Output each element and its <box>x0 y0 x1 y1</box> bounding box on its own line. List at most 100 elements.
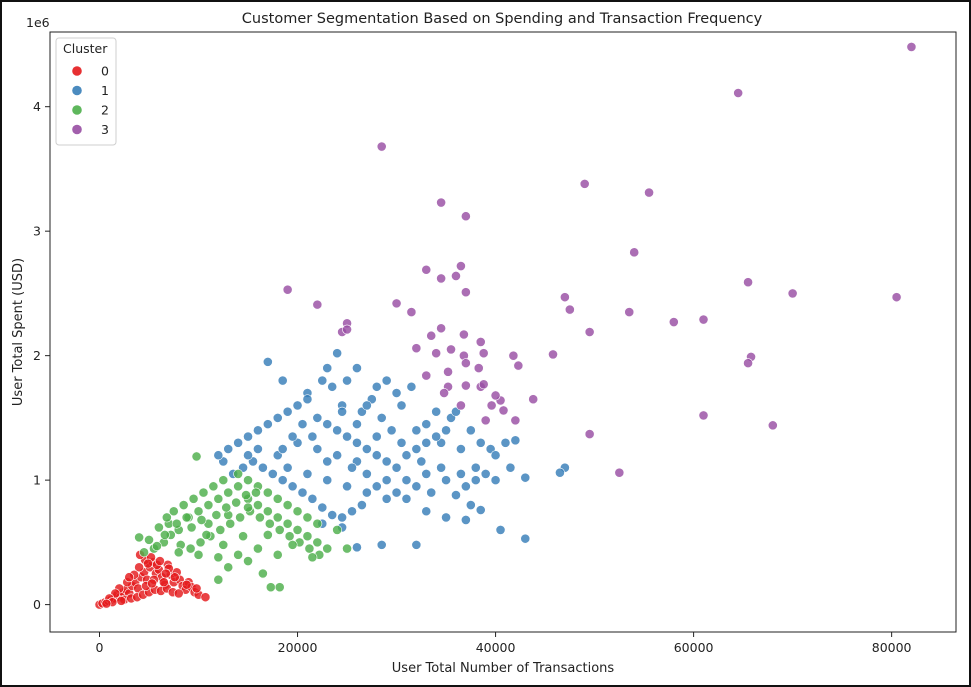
point-cluster-1-122 <box>352 419 362 430</box>
point-cluster-3-17 <box>282 284 293 295</box>
point-cluster-3-11 <box>436 273 447 284</box>
point-cluster-0-69 <box>160 568 171 579</box>
point-cluster-1-111 <box>555 467 565 478</box>
point-cluster-3-15 <box>787 288 798 299</box>
point-cluster-3-36 <box>478 348 489 359</box>
point-cluster-2-75 <box>257 568 268 579</box>
point-cluster-2-59 <box>233 549 244 560</box>
point-cluster-2-77 <box>218 539 229 550</box>
point-cluster-3-16 <box>891 292 902 303</box>
point-cluster-1-16 <box>396 400 407 411</box>
point-cluster-1-39 <box>441 475 451 486</box>
point-cluster-1-5 <box>332 348 343 359</box>
point-cluster-1-24 <box>456 444 466 454</box>
point-cluster-3-10 <box>451 271 461 281</box>
point-cluster-2-10 <box>223 487 234 498</box>
point-cluster-1-19 <box>431 406 442 417</box>
point-cluster-1-78 <box>361 444 372 454</box>
point-cluster-1-100 <box>460 515 471 525</box>
point-cluster-2-72 <box>213 574 224 585</box>
point-cluster-1-84 <box>421 437 432 448</box>
point-cluster-1-85 <box>431 431 442 442</box>
point-cluster-3-32 <box>584 327 595 337</box>
point-cluster-3-53 <box>498 405 509 416</box>
point-cluster-2-52 <box>274 525 285 535</box>
x-tick-label-2: 40000 <box>476 640 516 655</box>
point-cluster-2-28 <box>262 487 273 498</box>
point-cluster-2-34 <box>198 487 209 498</box>
point-cluster-1-18 <box>421 419 432 430</box>
point-cluster-0-61 <box>169 572 180 583</box>
point-cluster-2-87 <box>251 487 261 498</box>
point-cluster-2-60 <box>213 552 224 563</box>
point-cluster-1-124 <box>396 437 407 448</box>
point-cluster-3-5 <box>436 197 447 208</box>
y-axis: 0 1 2 3 4 <box>33 99 50 612</box>
point-cluster-1-71 <box>292 400 303 411</box>
point-cluster-1-46 <box>371 481 382 492</box>
point-cluster-0-55 <box>143 558 153 569</box>
point-cluster-2-51 <box>264 518 275 529</box>
point-cluster-1-47 <box>361 487 372 498</box>
point-cluster-2-55 <box>304 543 315 554</box>
point-cluster-1-52 <box>317 502 328 513</box>
point-cluster-1-7 <box>352 363 362 373</box>
point-cluster-1-108 <box>322 456 333 467</box>
point-cluster-1-43 <box>401 475 412 486</box>
point-cluster-2-40 <box>144 534 154 545</box>
point-cluster-1-105 <box>352 542 362 553</box>
point-cluster-1-56 <box>277 475 288 486</box>
point-cluster-3-47 <box>460 380 471 391</box>
point-cluster-3-39 <box>548 349 558 360</box>
point-cluster-1-8 <box>371 381 382 392</box>
point-cluster-3-6 <box>460 211 471 222</box>
point-cluster-2-67 <box>287 539 298 550</box>
point-cluster-2-78 <box>201 530 212 540</box>
point-cluster-1-10 <box>391 388 402 398</box>
point-cluster-2-58 <box>253 543 263 554</box>
point-cluster-3-14 <box>743 277 753 288</box>
point-cluster-1-6 <box>342 375 352 386</box>
point-cluster-2-18 <box>302 531 313 542</box>
plot-area <box>49 31 957 633</box>
point-cluster-2-37 <box>168 506 179 517</box>
point-cluster-2-31 <box>233 469 244 479</box>
point-cluster-2-21 <box>342 543 352 554</box>
point-cluster-2-27 <box>272 493 283 504</box>
point-cluster-1-93 <box>322 475 333 486</box>
point-cluster-3-13 <box>559 292 570 303</box>
point-cluster-3-12 <box>460 287 471 298</box>
point-cluster-1-33 <box>480 469 491 479</box>
point-cluster-3-8 <box>456 261 466 271</box>
point-cluster-1-32 <box>520 472 531 483</box>
point-cluster-1-23 <box>441 425 451 436</box>
point-cluster-2-48 <box>235 512 246 523</box>
point-cluster-3-59 <box>767 420 778 431</box>
point-cluster-3-24 <box>698 314 709 325</box>
y-tick-label-3: 3 <box>33 224 41 239</box>
point-cluster-1-37 <box>465 500 476 510</box>
point-cluster-1-41 <box>421 469 432 479</box>
point-cluster-3-56 <box>480 415 491 426</box>
point-cluster-1-65 <box>233 437 244 448</box>
point-cluster-1-82 <box>401 450 412 461</box>
point-cluster-1-44 <box>391 487 402 498</box>
point-cluster-1-118 <box>243 450 253 461</box>
point-cluster-3-57 <box>456 400 466 411</box>
series-cluster-3 <box>282 42 917 478</box>
legend-label-2: 2 <box>101 103 109 118</box>
point-cluster-2-1 <box>139 547 149 558</box>
point-cluster-1-34 <box>470 462 481 473</box>
y-tick-label-4: 4 <box>33 99 41 114</box>
point-cluster-3-33 <box>411 343 422 354</box>
point-cluster-3-49 <box>478 379 489 390</box>
point-cluster-2-79 <box>186 522 197 533</box>
x-tick-label-4: 80000 <box>872 640 912 655</box>
point-cluster-1-17 <box>411 425 422 436</box>
point-cluster-0-45 <box>134 562 145 573</box>
point-cluster-1-35 <box>460 481 471 492</box>
point-cluster-2-9 <box>213 493 224 504</box>
point-cluster-0-60 <box>158 577 169 588</box>
point-cluster-1-58 <box>257 462 268 473</box>
point-cluster-1-81 <box>391 462 402 473</box>
